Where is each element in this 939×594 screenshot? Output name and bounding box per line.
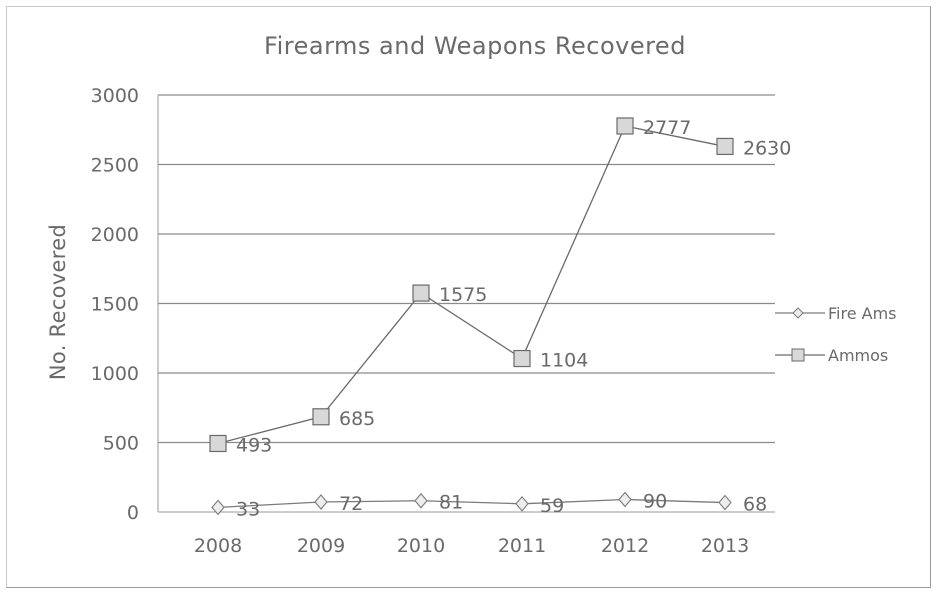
x-tick-labels: 2008 2009 2010 2011 2012 2013 (194, 535, 749, 557)
y-tick-3000: 3000 (91, 85, 139, 107)
x-tick-2012: 2012 (601, 535, 649, 557)
marker-ammos-2010 (412, 284, 430, 302)
data-label-fire-ams-2008: 33 (236, 498, 260, 520)
legend-fire-ams-label: Fire Ams (828, 304, 897, 323)
marker-fire-ams-2012 (618, 491, 632, 508)
x-tick-2011: 2011 (498, 535, 546, 557)
data-label-fire-ams-2010: 81 (439, 492, 463, 514)
y-tick-1500: 1500 (91, 294, 139, 316)
y-tick-0: 0 (127, 502, 139, 524)
data-label-ammos-2010: 1575 (439, 284, 487, 306)
data-label-fire-ams-2012: 90 (643, 490, 667, 512)
data-labels: 33 72 81 59 90 68 493 685 1575 1104 2777 2630 (236, 117, 791, 520)
x-tick-2009: 2009 (297, 535, 345, 557)
legend: Fire Ams Ammos (775, 304, 897, 365)
marker-ammos-2013 (716, 137, 734, 156)
y-tick-500: 500 (103, 433, 139, 455)
legend-ammos-label: Ammos (828, 346, 888, 365)
data-label-ammos-2009: 685 (339, 408, 375, 430)
series-line-fire-ams (217, 498, 726, 509)
marker-fire-ams-2009 (314, 494, 328, 510)
series-layer (209, 117, 734, 516)
data-label-ammos-2011: 1104 (540, 350, 588, 372)
axes (157, 95, 775, 513)
data-label-ammos-2012: 2777 (643, 117, 691, 139)
legend-ammos-marker (791, 348, 805, 362)
x-tick-2010: 2010 (397, 535, 445, 557)
data-label-ammos-2008: 493 (236, 434, 272, 456)
y-tick-1000: 1000 (91, 363, 139, 385)
x-tick-2013: 2013 (701, 535, 749, 557)
x-tick-2008: 2008 (194, 535, 242, 557)
legend-fire-ams-marker (792, 307, 804, 319)
marker-ammos-2012 (616, 117, 634, 135)
data-label-fire-ams-2009: 72 (339, 493, 363, 515)
marker-fire-ams-2010 (414, 492, 428, 509)
chart-title: Firearms and Weapons Recovered (264, 32, 686, 60)
marker-fire-ams-2008 (211, 499, 225, 516)
y-tick-2000: 2000 (91, 224, 139, 246)
series-line-ammos (217, 125, 726, 445)
gridlines (158, 94, 775, 444)
marker-fire-ams-2011 (515, 495, 529, 512)
chart-frame (6, 6, 931, 588)
data-label-fire-ams-2013: 68 (743, 494, 767, 516)
marker-fire-ams-2013 (718, 494, 732, 511)
y-axis-label: No. Recovered (46, 224, 70, 380)
y-tick-2500: 2500 (91, 155, 139, 177)
marker-ammos-2011 (513, 349, 531, 368)
marker-ammos-2009 (312, 408, 330, 426)
data-label-ammos-2013: 2630 (743, 137, 791, 159)
y-tick-labels: 0 500 1000 1500 2000 2500 3000 (91, 85, 139, 524)
data-label-fire-ams-2011: 59 (540, 495, 564, 517)
marker-ammos-2008 (209, 434, 227, 453)
